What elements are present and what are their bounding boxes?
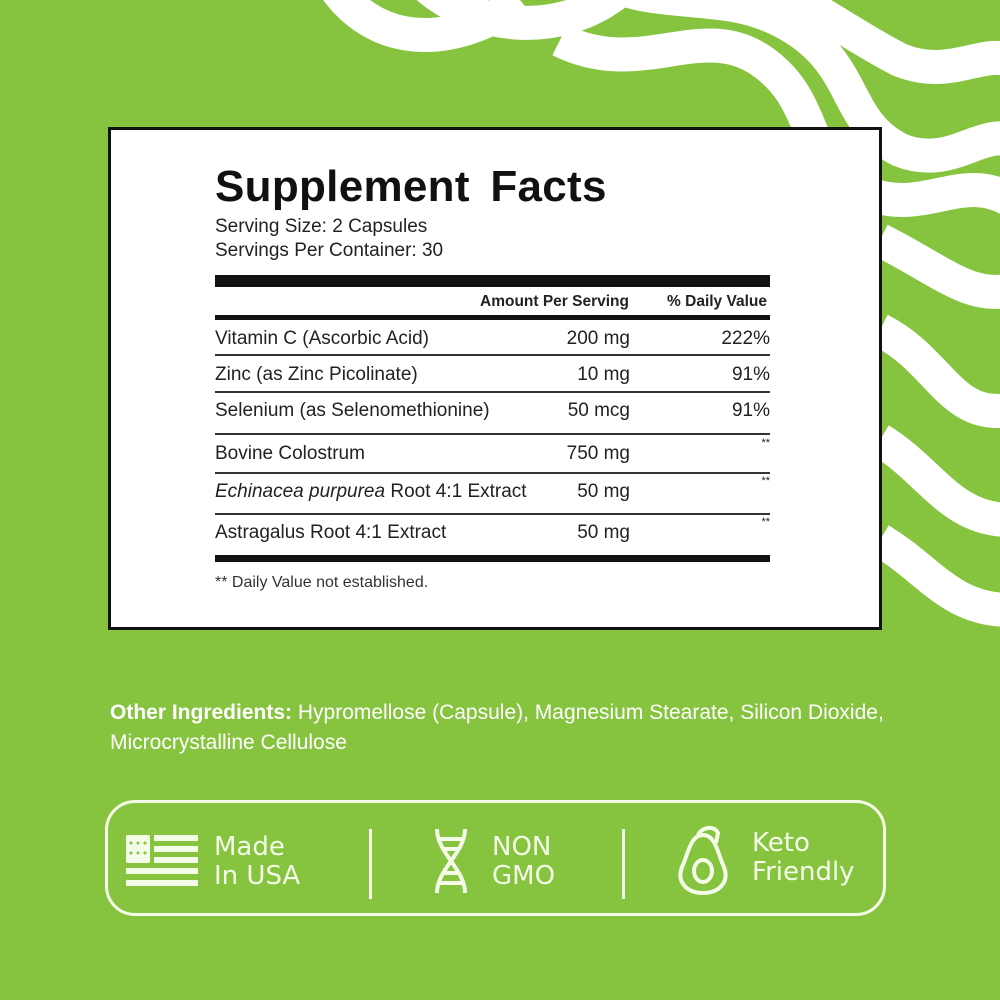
header-amount: Amount Per Serving xyxy=(480,293,629,310)
serving-size: Serving Size: 2 Capsules xyxy=(215,216,428,237)
other-ingredients: Other Ingredients: Hypromellose (Capsule… xyxy=(110,701,884,754)
dna-icon xyxy=(435,829,467,893)
badge-divider xyxy=(369,829,372,899)
thick-divider xyxy=(215,275,770,287)
row-divider xyxy=(215,472,770,474)
bottom-divider xyxy=(215,555,770,562)
us-flag-icon xyxy=(126,835,198,886)
avocado-icon xyxy=(678,826,728,895)
badges-panel: Made In USA NON GMO Keto Friendly xyxy=(105,800,886,916)
badge-made-in-usa: Made In USA xyxy=(214,832,301,891)
row-divider xyxy=(215,354,770,356)
badge-keto-friendly: Keto Friendly xyxy=(752,828,855,887)
header-daily-value: % Daily Value xyxy=(667,293,767,310)
servings-per-container: Servings Per Container: 30 xyxy=(215,240,444,261)
supplement-facts-label: Supplement Facts Serving Size: 2 Capsule… xyxy=(108,127,882,630)
footnote: ** Daily Value not established. xyxy=(215,574,429,591)
row-divider xyxy=(215,513,770,515)
row-divider xyxy=(215,433,770,435)
badge-non-gmo: NON GMO xyxy=(492,832,556,891)
label-title: Supplement Facts xyxy=(215,162,607,211)
header-divider xyxy=(215,315,770,320)
badge-divider xyxy=(622,829,625,899)
row-divider xyxy=(215,391,770,393)
